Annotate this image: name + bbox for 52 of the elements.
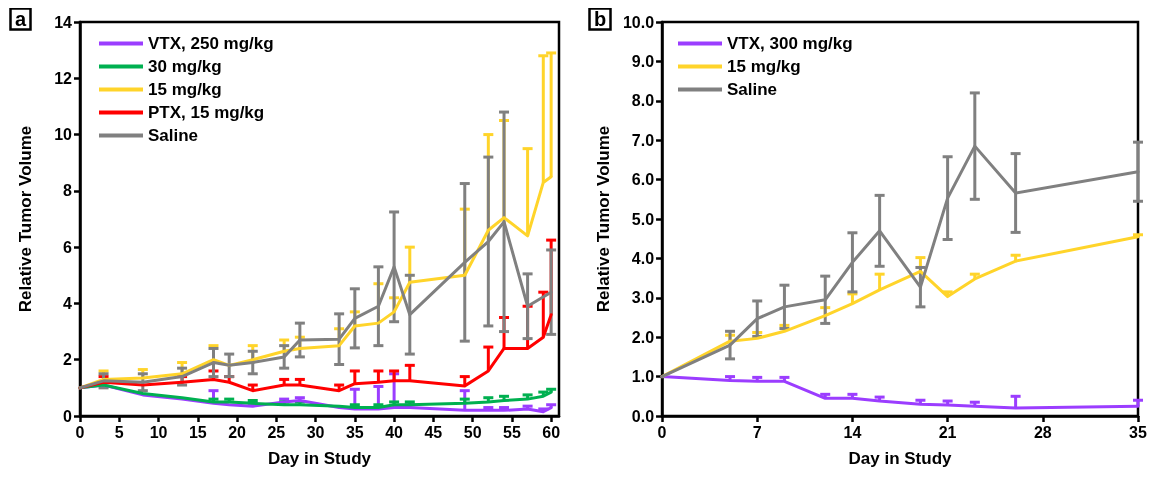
- x-tick-label: 20: [228, 423, 247, 441]
- legend-label: 15 mg/kg: [727, 57, 801, 76]
- y-tick-label: 6: [63, 238, 73, 256]
- x-tick-label: 15: [188, 423, 207, 441]
- y-tick-label: 9.0: [631, 52, 655, 70]
- x-tick-label: 14: [843, 423, 862, 441]
- y-tick-label: 10: [54, 126, 73, 144]
- y-tick-label: 0.0: [631, 407, 655, 425]
- y-tick-label: 10.0: [622, 13, 655, 31]
- y-axis-title: Relative Tumor Volume: [594, 125, 613, 313]
- y-tick-label: 4.0: [631, 249, 655, 267]
- y-axis-title: Relative Tumor Volume: [16, 125, 35, 313]
- x-tick-label: 45: [424, 423, 443, 441]
- x-axis-title: Day in Study: [848, 449, 953, 468]
- chart-title: a: [15, 8, 27, 30]
- x-tick-label: 35: [345, 423, 364, 441]
- y-tick-label: 2: [63, 351, 73, 369]
- y-tick-label: 1.0: [631, 368, 655, 386]
- y-tick-label: 12: [54, 69, 73, 87]
- legend-label: VTX, 250 mg/kg: [148, 34, 274, 53]
- x-tick-label: 10: [149, 423, 168, 441]
- legend-label: Saline: [148, 126, 199, 145]
- y-tick-label: 7.0: [631, 131, 655, 149]
- y-tick-label: 14: [54, 13, 73, 31]
- x-tick-label: 60: [542, 423, 561, 441]
- x-tick-label: 55: [502, 423, 521, 441]
- x-axis-title: Day in Study: [268, 449, 372, 468]
- x-tick-label: 28: [1033, 423, 1052, 441]
- x-tick-label: 40: [385, 423, 404, 441]
- y-tick-label: 3.0: [631, 289, 655, 307]
- y-tick-label: 2.0: [631, 328, 655, 346]
- legend-label: PTX, 15 mg/kg: [148, 103, 265, 122]
- y-tick-label: 8.0: [631, 92, 655, 110]
- x-tick-label: 0: [75, 423, 85, 441]
- legend-label: 30 mg/kg: [148, 57, 222, 76]
- legend-label: VTX, 300 mg/kg: [727, 34, 853, 53]
- x-tick-label: 50: [463, 423, 482, 441]
- y-tick-label: 4: [63, 294, 73, 312]
- x-tick-label: 5: [114, 423, 124, 441]
- chart-title: b: [594, 8, 607, 30]
- x-tick-label: 30: [306, 423, 325, 441]
- y-tick-label: 0: [63, 407, 73, 425]
- x-tick-label: 0: [657, 423, 667, 441]
- x-tick-label: 25: [267, 423, 286, 441]
- legend-label: 15 mg/kg: [148, 80, 222, 99]
- x-tick-label: 21: [938, 423, 957, 441]
- y-tick-label: 5.0: [631, 210, 655, 228]
- x-tick-label: 35: [1129, 423, 1147, 441]
- y-tick-label: 8: [63, 182, 73, 200]
- legend-label: Saline: [727, 80, 778, 99]
- x-tick-label: 7: [752, 423, 762, 441]
- y-tick-label: 6.0: [631, 171, 655, 189]
